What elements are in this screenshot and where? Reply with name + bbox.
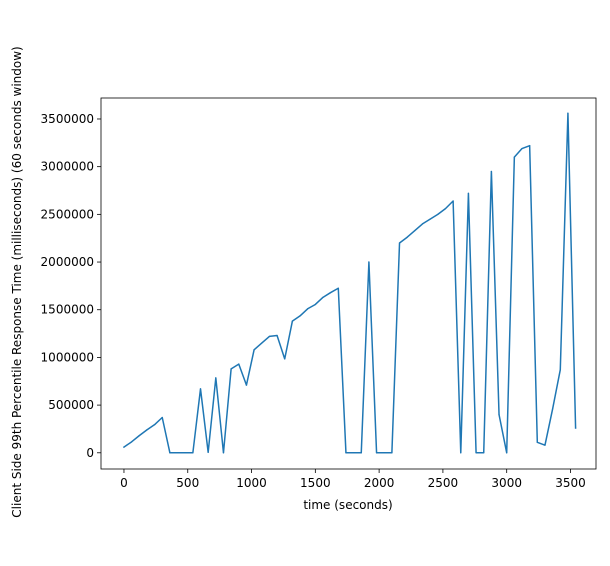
data-point [360, 452, 362, 454]
data-point [222, 452, 225, 454]
data-point [498, 414, 500, 416]
y-tick-label: 2000000 [41, 255, 94, 269]
data-point [291, 320, 293, 322]
y-tick-label: 3500000 [41, 112, 94, 126]
series-line-1 [122, 112, 577, 454]
data-point [398, 242, 401, 244]
y-axis: 0 500000 1000000 1500000 2000000 2500000 30000… [41, 112, 101, 460]
data-point [192, 452, 194, 454]
y-tick-label: 1500000 [41, 303, 94, 317]
x-tick-label: 3000 [491, 476, 522, 490]
data-point [123, 446, 125, 448]
data-point [391, 452, 393, 454]
data-point [529, 145, 531, 147]
data-point [215, 377, 217, 379]
x-axis-label: time (seconds) [303, 498, 392, 512]
data-point [559, 369, 561, 371]
data-point [176, 452, 179, 454]
data-point [513, 156, 515, 158]
data-point [353, 452, 355, 454]
data-point [414, 229, 416, 232]
data-point [375, 452, 378, 454]
data-point [199, 388, 202, 390]
data-point [307, 308, 309, 310]
data-point [483, 452, 485, 454]
data-point [131, 441, 133, 443]
data-point [284, 358, 286, 360]
data-point [567, 112, 569, 114]
data-point [368, 261, 370, 263]
y-tick-label: 0 [86, 446, 94, 460]
data-point [574, 427, 577, 429]
x-tick-label: 0 [120, 476, 128, 490]
x-tick-label: 500 [176, 476, 199, 490]
data-point [330, 291, 332, 294]
data-point [153, 424, 156, 426]
data-point [429, 218, 431, 220]
data-point [345, 452, 347, 454]
data-point [207, 451, 209, 453]
data-point [490, 170, 492, 173]
y-tick-label: 1000000 [41, 350, 94, 364]
plot-area [100, 97, 597, 470]
data-point [506, 452, 508, 454]
data-point [467, 192, 470, 194]
x-tick-label: 2000 [364, 476, 395, 490]
data-point [261, 342, 263, 344]
data-point [521, 147, 523, 150]
data-point [460, 452, 462, 454]
data-point [161, 416, 163, 419]
y-tick-label: 500000 [48, 398, 94, 412]
data-point [314, 303, 316, 306]
data-point [421, 223, 424, 225]
x-tick-label: 3500 [555, 476, 586, 490]
data-point [253, 349, 255, 351]
data-point [383, 452, 385, 454]
data-point [406, 236, 408, 238]
data-point [230, 368, 232, 370]
y-tick-label: 2500000 [41, 207, 94, 221]
data-point [184, 452, 186, 454]
plot-frame [100, 97, 597, 470]
data-point [437, 213, 439, 215]
data-point [245, 384, 248, 386]
data-point [552, 408, 554, 410]
data-point [444, 208, 447, 210]
data-point [475, 452, 477, 454]
x-tick-label: 1000 [236, 476, 267, 490]
x-axis: 0 500 1000 1500 2000 2500 3000 3500 [120, 469, 586, 490]
data-point [536, 441, 538, 443]
x-tick-label: 2500 [428, 476, 459, 490]
data-point [268, 335, 270, 338]
data-point [146, 429, 148, 431]
data-point [452, 200, 454, 202]
data-point [337, 287, 339, 289]
data-point [138, 435, 140, 437]
data-point [238, 363, 240, 365]
data-point [544, 444, 546, 446]
y-axis-label: Client Side 99th Percentile Response Tim… [10, 46, 24, 517]
y-tick-label: 3000000 [41, 160, 94, 174]
x-tick-label: 1500 [300, 476, 331, 490]
data-point [276, 334, 278, 337]
data-point [169, 452, 171, 454]
data-point [299, 315, 301, 317]
data-point [322, 296, 324, 298]
